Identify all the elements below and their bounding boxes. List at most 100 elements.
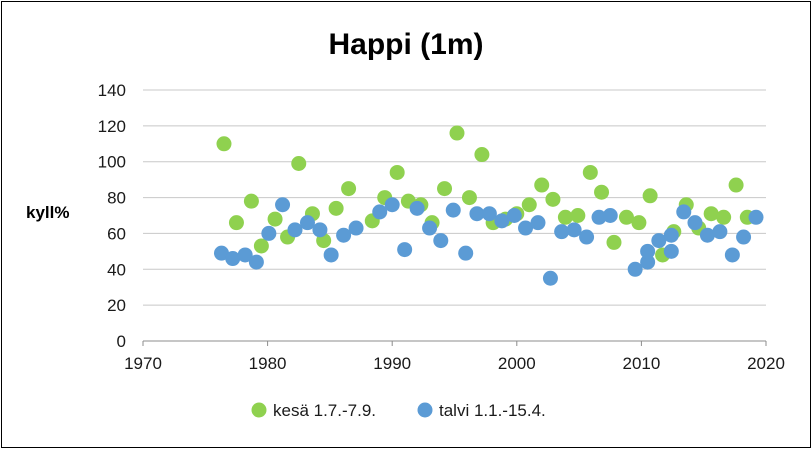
data-point xyxy=(651,233,667,249)
data-point xyxy=(627,261,643,277)
y-tick-label: 140 xyxy=(98,81,126,100)
data-point xyxy=(328,200,344,216)
data-point xyxy=(384,197,400,213)
data-point xyxy=(579,229,595,245)
data-point xyxy=(542,270,558,286)
data-point xyxy=(570,208,586,223)
data-point xyxy=(253,238,269,254)
data-point xyxy=(494,213,510,229)
data-point xyxy=(545,191,561,207)
data-point xyxy=(323,247,339,263)
data-point xyxy=(474,147,490,163)
data-point xyxy=(449,125,465,141)
data-point xyxy=(237,247,253,263)
legend-label: talvi 1.1.-15.4. xyxy=(439,401,546,420)
data-point xyxy=(336,227,352,243)
data-point xyxy=(642,188,658,204)
x-tick-label: 1980 xyxy=(249,354,287,373)
data-point xyxy=(582,164,598,180)
data-point xyxy=(724,247,740,263)
x-tick-label: 1990 xyxy=(373,354,411,373)
legend: kesä 1.7.-7.9. talvi 1.1.-15.4. xyxy=(251,401,546,420)
series-talvi xyxy=(213,197,764,286)
data-point xyxy=(712,224,728,240)
data-point xyxy=(663,227,679,243)
data-point xyxy=(703,206,719,222)
data-point xyxy=(445,202,461,218)
data-point xyxy=(518,220,534,236)
x-tick-label: 2010 xyxy=(622,354,660,373)
y-tick-label: 80 xyxy=(107,189,126,208)
data-point xyxy=(225,251,241,267)
data-point xyxy=(591,209,607,225)
data-point xyxy=(469,206,485,222)
y-tick-label: 20 xyxy=(107,296,126,315)
data-point xyxy=(748,209,764,225)
data-point xyxy=(348,220,364,236)
tick-labels: 0 20 40 60 80 100 120 140 1970 1980 1990 2000 2010 20… xyxy=(98,81,785,373)
data-point xyxy=(554,224,570,240)
y-tick-label: 0 xyxy=(117,332,126,351)
data-point xyxy=(606,234,622,250)
data-point xyxy=(716,209,732,225)
y-tick-label: 60 xyxy=(107,224,126,243)
y-axis-label: kyll% xyxy=(26,203,69,222)
legend-marker xyxy=(251,402,267,418)
data-point xyxy=(437,181,453,197)
data-point xyxy=(699,227,715,243)
data-point xyxy=(566,222,582,238)
data-point xyxy=(372,204,388,220)
data-point xyxy=(299,215,315,231)
plot-axes xyxy=(142,340,767,346)
data-point xyxy=(275,197,291,213)
data-point xyxy=(433,233,449,249)
chart-title: Happi (1m) xyxy=(328,28,483,61)
data-point xyxy=(618,209,634,225)
data-point xyxy=(312,222,328,238)
data-point xyxy=(594,184,610,200)
data-point xyxy=(521,197,537,213)
plot-grid xyxy=(143,89,766,306)
data-points xyxy=(213,125,764,286)
y-tick-label: 40 xyxy=(107,260,126,279)
y-tick-label: 120 xyxy=(98,117,126,136)
data-point xyxy=(602,208,618,223)
data-point xyxy=(736,229,752,245)
data-point xyxy=(458,245,474,261)
data-point xyxy=(534,177,550,193)
data-point xyxy=(663,243,679,259)
y-tick-label: 100 xyxy=(98,153,126,172)
data-point xyxy=(728,177,744,193)
data-point xyxy=(243,193,259,209)
data-point xyxy=(248,254,264,270)
data-point xyxy=(287,222,303,238)
data-point xyxy=(422,220,438,236)
data-point xyxy=(631,215,647,231)
data-point xyxy=(640,243,656,259)
data-point xyxy=(461,190,477,206)
data-point xyxy=(530,215,546,231)
data-point xyxy=(216,136,232,152)
data-point xyxy=(640,254,656,270)
data-point xyxy=(481,206,497,222)
data-point xyxy=(291,156,307,172)
data-point xyxy=(213,245,229,261)
x-tick-label: 2020 xyxy=(747,354,785,373)
data-point xyxy=(267,211,283,227)
x-tick-label: 2000 xyxy=(498,354,536,373)
data-point xyxy=(397,242,413,258)
data-point xyxy=(261,225,277,241)
data-point xyxy=(341,181,357,197)
data-point xyxy=(409,200,425,216)
legend-label: kesä 1.7.-7.9. xyxy=(273,401,376,420)
data-point xyxy=(228,215,244,231)
data-point xyxy=(506,208,522,223)
data-point xyxy=(389,164,405,180)
data-point xyxy=(676,204,692,220)
legend-marker xyxy=(417,402,433,418)
x-tick-label: 1970 xyxy=(124,354,162,373)
data-point xyxy=(557,209,573,225)
data-point xyxy=(687,215,703,231)
